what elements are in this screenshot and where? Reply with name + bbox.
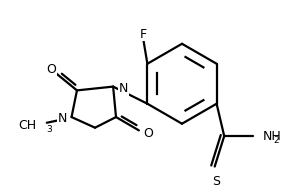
- Text: CH: CH: [18, 119, 36, 132]
- Text: O: O: [46, 63, 56, 76]
- Text: N: N: [119, 82, 128, 95]
- Text: O: O: [144, 127, 153, 140]
- Text: 2: 2: [274, 136, 279, 145]
- Text: F: F: [140, 28, 147, 41]
- Text: S: S: [212, 175, 220, 188]
- Text: NH: NH: [262, 130, 281, 143]
- Text: 3: 3: [46, 125, 52, 134]
- Text: N: N: [57, 112, 67, 125]
